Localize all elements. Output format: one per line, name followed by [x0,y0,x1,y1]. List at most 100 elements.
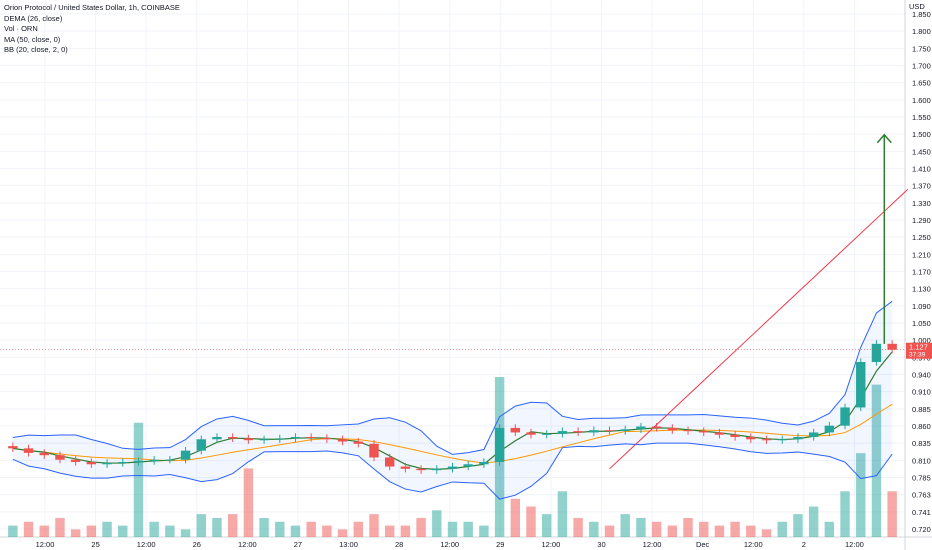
volume-bar [400,525,411,537]
volume-bar [777,521,787,537]
last-price-countdown: 37:39 [909,352,926,359]
candle-body [510,427,521,433]
volume-bar [196,514,206,537]
volume-bar [70,529,81,537]
volume-bar [384,525,395,537]
price-tick-label: 1.500 [912,130,931,139]
volume-bar [102,521,112,537]
time-tick-label: 12:00 [541,540,560,549]
candle-body [667,427,678,431]
candle-body [557,431,568,434]
volume-bar [824,521,835,537]
candle-body [589,430,599,433]
candle-body [290,437,301,439]
price-tick-label: 0.720 [912,525,931,534]
candle-body [416,468,426,471]
volume-bar [306,521,316,537]
time-tick-label: 26 [193,540,201,549]
time-tick-label: 30 [597,540,605,549]
candle-body [714,432,725,435]
price-tick-label: 1.170 [912,268,931,277]
candle-body [808,432,819,437]
volume-bar [589,521,599,537]
legend-bb[interactable]: BB (20, close, 2, 0) [4,45,68,54]
candle-body [573,431,583,433]
volume-bar [259,517,269,537]
candle-body [259,439,269,441]
price-tick-label: 1.090 [912,302,931,311]
price-tick-label: 0.810 [912,456,931,465]
price-tick-label: 0.741 [912,508,931,517]
candle-body [70,459,81,462]
candle-body [777,439,787,441]
candle-body [180,450,191,460]
volume-bar [86,525,97,537]
legend-volume[interactable]: Vol · ORN [4,24,38,33]
volume-bar [463,521,473,537]
volume-bar [651,521,662,537]
candle-body [447,466,458,469]
volume-bar [636,517,646,537]
time-tick-label: 13:00 [339,540,358,549]
candle-body [494,427,505,462]
volume-bar [447,521,458,537]
candle-body [542,433,552,435]
legend-ma[interactable]: MA (50, close, 0) [4,34,61,44]
candle-body [793,437,803,440]
volume-bar [149,521,159,537]
volume-bar [118,525,128,537]
time-tick-label: 12:00 [440,540,459,549]
volume-bar [604,525,615,537]
candle-body [699,431,709,433]
volume-bar [793,514,803,537]
candle-body [479,462,489,465]
volume-bar [337,529,348,537]
time-tick-label: 12:00 [744,540,763,549]
volume-bar [133,422,144,537]
candle-body [23,448,34,453]
time-tick-label: 2 [802,540,806,549]
candle-body [39,452,49,456]
candle-body [871,343,882,362]
volume-bar [699,521,709,537]
candle-body [55,455,65,460]
price-tick-label: 1.410 [912,165,931,174]
time-tick-label: Dec [696,540,710,549]
candle-body [746,437,756,440]
time-tick-label: 12:00 [845,540,864,549]
price-tick-label: 1.210 [912,250,931,259]
volume-bar [290,525,301,537]
volume-bar [275,521,285,537]
candle-body [149,459,159,462]
bollinger-upper-line [12,300,893,455]
legend-title[interactable]: Orion Protocol / United States Dollar, 1… [4,3,180,12]
price-tick-label: 1.330 [912,199,931,208]
price-tick-label: 0.860 [912,422,931,431]
legend-dema[interactable]: DEMA (26, close) [4,13,63,23]
price-tick-label: 1.650 [912,79,931,88]
volume-bar [165,525,175,537]
candle-body [322,437,332,440]
volume-bar [23,521,34,537]
candle-body [8,446,18,449]
volume-bar [887,491,897,537]
candle-body [369,443,379,458]
volume-bar [180,529,191,537]
price-axis-currency: USD [909,2,925,11]
price-tick-label: 1.290 [912,216,931,225]
candle-body [730,434,740,437]
price-tick-label: 0.885 [912,405,931,414]
volume-bar [510,498,521,537]
candle-body [118,462,128,463]
candle-body [651,426,662,428]
candle-body [133,461,144,463]
volume-bar [353,521,363,537]
volume-bar [620,514,630,537]
volume-bar [432,510,442,537]
volume-bar [856,453,866,537]
candle-body [887,343,897,350]
volume-bar [243,468,254,537]
price-tick-label: 1.800 [912,27,931,36]
volume-bar [227,514,238,537]
